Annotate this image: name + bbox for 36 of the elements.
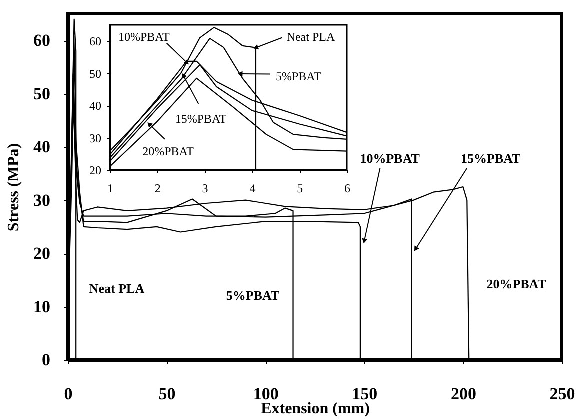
y-tick-label: 20: [90, 164, 102, 178]
annotation: 5%PBAT: [226, 288, 280, 304]
y-tick-label: 50: [90, 66, 102, 81]
y-axis-title: Stress (MPa): [6, 143, 22, 232]
x-tick-label: 6: [344, 182, 350, 196]
x-tick-label: 5: [297, 182, 304, 196]
x-tick-label: 250: [550, 384, 576, 404]
annotation: 15%PBAT: [175, 112, 228, 126]
y-tick-label: 40: [90, 99, 102, 114]
x-tick-label: 50: [158, 384, 176, 404]
y-tick-label: 60: [34, 31, 50, 50]
y-tick-label: 20: [34, 244, 50, 264]
x-axis-title: Extension (mm): [261, 400, 370, 418]
x-tick-label: 0: [64, 384, 73, 404]
y-tick-label: 30: [34, 190, 50, 210]
y-tick-label: 10: [34, 297, 50, 316]
annotation: 10%PBAT: [118, 30, 170, 44]
x-tick-label: 1: [108, 182, 114, 196]
y-tick-label: 30: [90, 131, 102, 146]
y-tick-label: 0: [42, 350, 50, 370]
annotation: Neat PLA: [286, 30, 336, 44]
annotation: 15%PBAT: [461, 150, 522, 166]
annotation: 20%PBAT: [142, 144, 195, 158]
annotation: Neat PLA: [89, 281, 146, 296]
x-tick-label: 3: [202, 182, 208, 196]
y-tick-label: 50: [34, 84, 50, 104]
y-tick-label: 40: [34, 138, 50, 157]
annotation: 5%PBAT: [276, 70, 322, 84]
x-tick-label: 150: [352, 384, 378, 404]
x-tick-label: 200: [450, 384, 476, 404]
x-tick-label: 4: [250, 182, 256, 196]
annotation: 20%PBAT: [486, 276, 547, 292]
x-tick-label: 100: [253, 384, 279, 404]
y-tick-label: 60: [90, 34, 102, 49]
annotation: 10%PBAT: [360, 150, 420, 166]
x-tick-label: 2: [154, 182, 161, 196]
